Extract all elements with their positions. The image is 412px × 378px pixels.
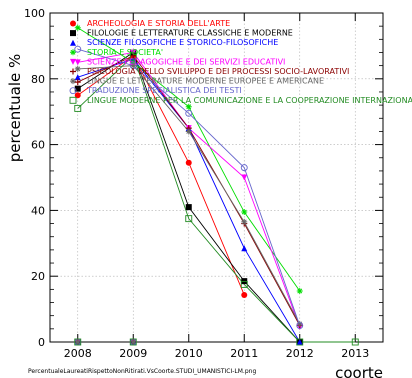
data-point-7 — [129, 62, 137, 70]
legend-label-0: ARCHEOLOGIA E STORIA DELL'ARTE — [87, 19, 230, 28]
data-point-7 — [240, 164, 248, 172]
data-point-2 — [296, 339, 303, 345]
legend-marker-3 — [70, 49, 76, 56]
legend-marker-5 — [70, 68, 76, 75]
data-point-6 — [296, 320, 303, 327]
data-point-8 — [185, 215, 193, 223]
data-point-0 — [241, 291, 248, 298]
data-point-5 — [74, 79, 81, 86]
data-point-3 — [296, 288, 303, 295]
data-point-3 — [241, 209, 248, 216]
data-point-2 — [74, 74, 81, 81]
data-point-4 — [241, 174, 248, 181]
data-point-4 — [74, 59, 81, 66]
data-point-6 — [241, 218, 248, 225]
data-point-6 — [74, 65, 81, 72]
legend-marker-4 — [70, 58, 76, 65]
legend-marker-6 — [70, 78, 76, 85]
x-tick-label: 2009 — [119, 347, 147, 360]
data-point-1 — [74, 85, 81, 92]
ticks: 0 20 40 60 80 100 2008 2009 2010 2011 2012 2013 — [24, 7, 383, 360]
data-point-8 — [240, 280, 248, 288]
legend-label-5: PSICOLOGIA DELLO SVILUPPO E DEI PROCESSI… — [87, 67, 349, 76]
series-line-7 — [77, 48, 301, 326]
series-markers — [74, 24, 359, 346]
data-point-7 — [185, 109, 193, 117]
legend-label-8: LINGUE MODERNE PER LA COMUNICAZIONE E LA… — [87, 96, 412, 105]
x-tick-label: 2012 — [286, 347, 314, 360]
zero-point-8 — [129, 338, 137, 346]
y-tick-label: 0 — [38, 336, 45, 349]
zero-point-6 — [74, 339, 81, 345]
data-point-6 — [185, 128, 192, 135]
y-axis-label: percentuale % — [6, 54, 24, 163]
legend-label-1: FILOLOGIE E LETTERATURE CLASSICHE E MODE… — [87, 29, 293, 38]
plot-frame — [49, 12, 384, 343]
x-tick-label: 2008 — [64, 347, 92, 360]
data-point-1 — [185, 204, 192, 211]
data-point-3 — [185, 103, 192, 110]
y-tick-label: 40 — [31, 204, 45, 217]
zero-point-8 — [74, 338, 82, 346]
y-tick-label: 100 — [24, 7, 45, 20]
data-point-5 — [130, 52, 137, 59]
x-tick-label: 2010 — [175, 347, 203, 360]
x-tick-label: 2011 — [230, 347, 258, 360]
series-line-0 — [77, 55, 245, 296]
legend-marker-1 — [70, 30, 76, 37]
legend-marker-0 — [70, 20, 76, 27]
data-point-0 — [185, 159, 192, 166]
legend-marker-8 — [69, 96, 77, 104]
data-point-3 — [74, 24, 81, 31]
zero-point-6 — [130, 339, 137, 345]
legend: ARCHEOLOGIA E STORIA DELL'ARTEFILOLOGIE … — [69, 19, 412, 105]
legend-marker-2 — [70, 39, 76, 46]
legend-label-3: STORIA E SOCIETA' — [87, 48, 163, 57]
data-point-2 — [241, 245, 248, 252]
data-point-8 — [296, 338, 304, 346]
data-point-6 — [130, 62, 137, 69]
data-point-8 — [129, 52, 137, 60]
footer-filename: PercentualeLaureatiRispettoNonRitirati.V… — [28, 368, 256, 375]
x-tick-label: 2013 — [341, 347, 369, 360]
y-tick-label: 20 — [31, 270, 45, 283]
y-tick-label: 60 — [31, 139, 45, 152]
legend-label-4: SCIENZE PEDAGOGICHE E DEI SERVIZI EDUCAT… — [87, 57, 285, 66]
axes — [49, 12, 384, 343]
legend-label-6: LINGUE E LETTERATURE MODERNE EUROPEE E A… — [87, 77, 324, 86]
data-point-7 — [74, 45, 82, 53]
y-tick-label: 80 — [31, 73, 45, 86]
x-axis-label: coorte — [335, 364, 383, 378]
series-line-8 — [77, 54, 356, 343]
data-point-0 — [74, 92, 81, 99]
data-point-8 — [74, 104, 82, 112]
data-point-8 — [351, 338, 359, 346]
legend-marker-7 — [69, 87, 77, 95]
legend-label-7: TRADUZIONE SPECIALISTICA DEI TESTI — [86, 86, 242, 95]
data-point-7 — [296, 322, 304, 329]
legend-label-2: SCIENZE FILOSOFICHE E STORICO-FILOSOFICH… — [87, 38, 278, 47]
